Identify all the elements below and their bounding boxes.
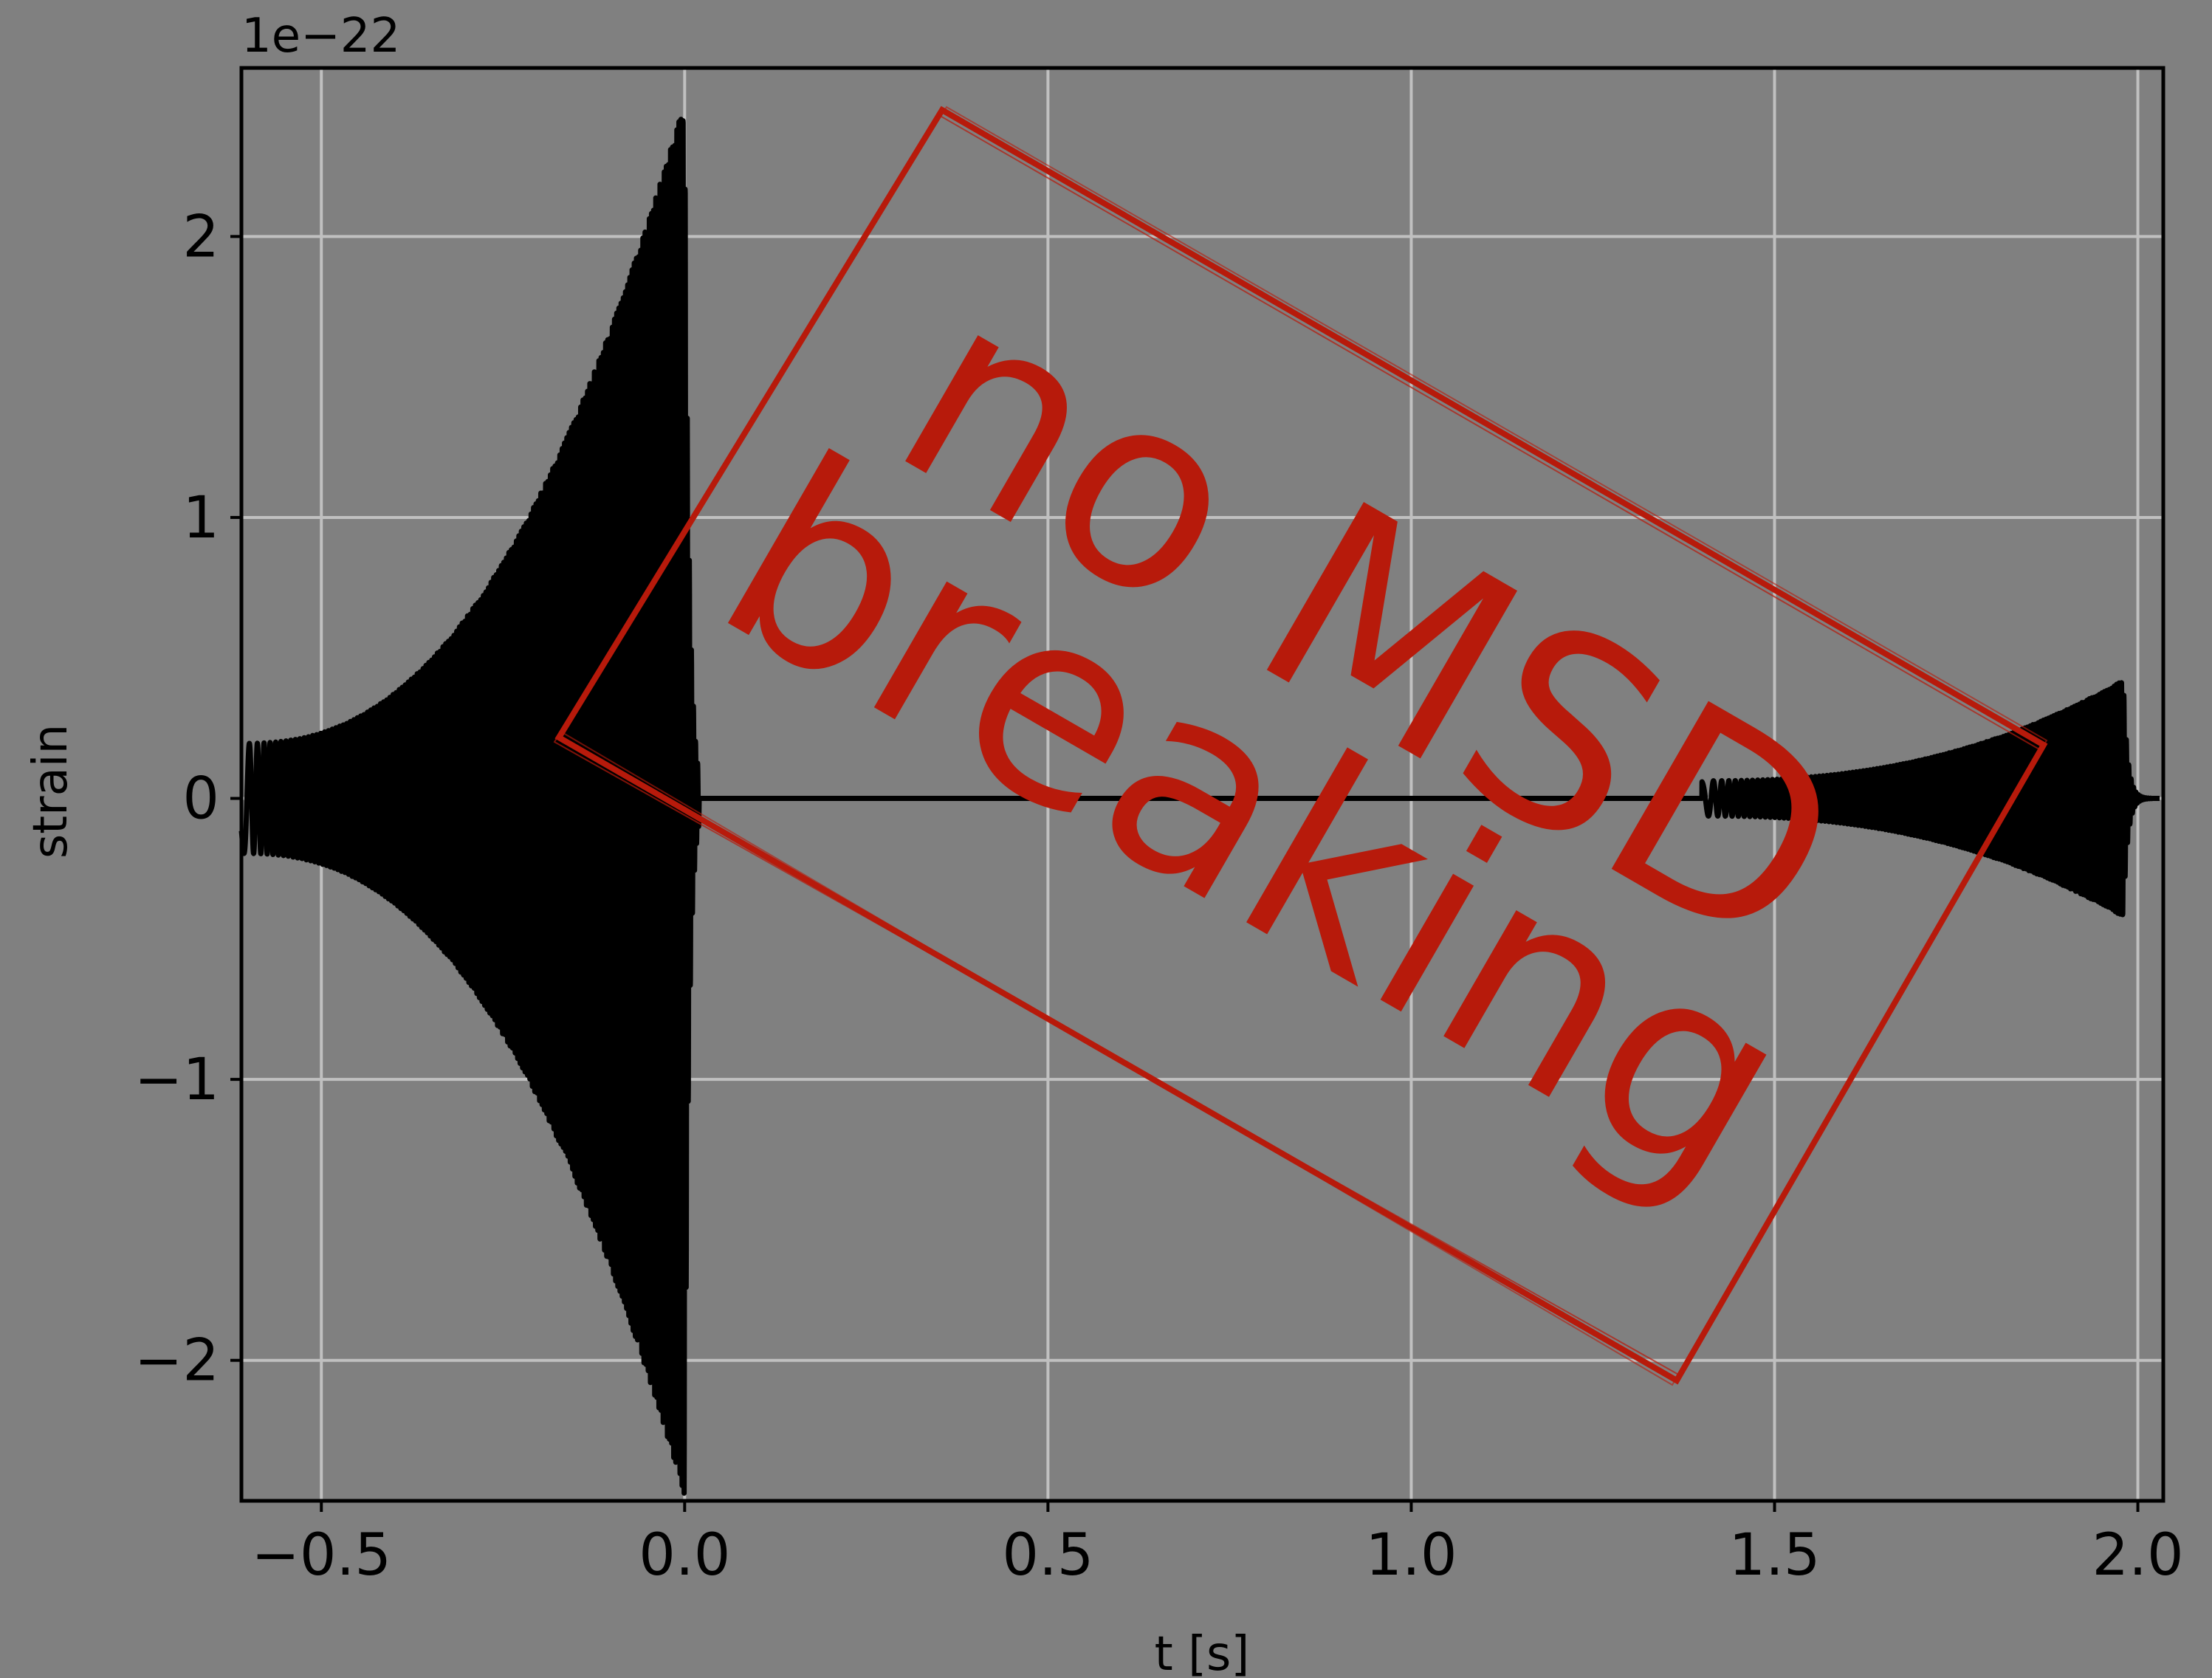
y-axis-label: strain xyxy=(24,724,78,859)
axes-frame xyxy=(239,66,2165,1503)
x-tick-label: −0.5 xyxy=(252,1522,391,1589)
strain-series-line xyxy=(238,117,2163,1496)
x-tick-label: 0.0 xyxy=(639,1522,730,1589)
y-tick-label: −1 xyxy=(134,1047,219,1113)
stamp-border xyxy=(553,106,2048,1386)
y-offset-label: 1e−22 xyxy=(241,9,400,63)
plot-area xyxy=(238,117,2163,1496)
x-tick-label: 1.5 xyxy=(1728,1522,1820,1589)
ticks: −0.5 0.0 0.5 1.0 1.5 2.0 −2 −1 0 1 2 xyxy=(134,204,2184,1589)
x-axis-label: t [s] xyxy=(1155,1627,1250,1678)
x-tick-label: 1.0 xyxy=(1365,1522,1457,1589)
y-tick-label: 0 xyxy=(182,766,219,833)
y-tick-label: 1 xyxy=(182,485,219,551)
y-tick-label: −2 xyxy=(134,1328,219,1395)
x-tick-label: 2.0 xyxy=(2092,1522,2184,1589)
x-tick-label: 0.5 xyxy=(1002,1522,1093,1589)
y-tick-label: 2 xyxy=(182,204,219,270)
